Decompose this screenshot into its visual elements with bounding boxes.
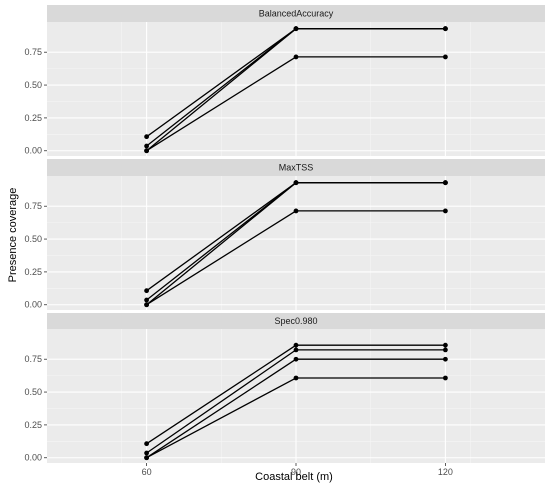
data-point [144, 455, 150, 461]
data-point [293, 375, 299, 381]
data-point [293, 208, 299, 214]
facet-3: Spec0.980 0.00 0.25 0.50 0.75 60 90 120 [24, 313, 545, 477]
data-point [144, 441, 150, 447]
data-point [293, 347, 299, 353]
y-axis-title: Presence coverage [7, 188, 19, 283]
data-point [293, 54, 299, 60]
y-tick-label: 0.50 [24, 234, 42, 244]
data-point [293, 180, 299, 186]
y-tick-label: 0.00 [24, 146, 42, 156]
data-point [293, 342, 299, 348]
facet-1: BalancedAccuracy 0.00 0.25 0.50 0.75 [24, 5, 545, 156]
y-tick-label: 0.75 [24, 201, 42, 211]
data-point [293, 356, 299, 362]
data-point [443, 180, 448, 186]
x-tick-label: 60 [142, 467, 152, 477]
y-tick-label: 0.00 [24, 453, 42, 463]
facet-strip-label: MaxTSS [279, 163, 314, 173]
y-tick-label: 0.75 [24, 354, 42, 364]
y-tick-label: 0.50 [24, 387, 42, 397]
data-point [144, 134, 150, 140]
data-point [443, 208, 448, 214]
data-point [144, 143, 150, 149]
data-point [144, 302, 150, 308]
data-point [144, 288, 150, 294]
y-tick-label: 0.00 [24, 300, 42, 310]
y-tick-label: 0.25 [24, 267, 42, 277]
y-tick-label: 0.25 [24, 113, 42, 123]
y-tick-label: 0.75 [24, 47, 42, 57]
facet-strip [47, 5, 545, 22]
y-tick-label: 0.25 [24, 420, 42, 430]
data-point [144, 148, 150, 154]
data-point [443, 342, 448, 348]
y-tick-label: 0.50 [24, 80, 42, 90]
facet-strip [47, 313, 545, 329]
facet-panels: BalancedAccuracy 0.00 0.25 0.50 0.75 MaxTSS 0.… [24, 5, 545, 477]
x-axis-title: Coastal belt (m) [255, 471, 333, 483]
data-point [443, 26, 448, 32]
data-point [443, 347, 448, 353]
data-point [443, 54, 448, 60]
data-point [144, 297, 150, 303]
facet-2: MaxTSS 0.00 0.25 0.50 0.75 [24, 159, 545, 310]
data-point [144, 450, 150, 456]
x-tick-label: 120 [438, 467, 453, 477]
data-point [293, 26, 299, 32]
data-point [443, 375, 448, 381]
facet-strip [47, 159, 545, 176]
facet-strip-label: Spec0.980 [274, 316, 317, 326]
data-point [443, 356, 448, 362]
facet-strip-label: BalancedAccuracy [259, 9, 334, 19]
x-tick-label: 90 [291, 467, 301, 477]
